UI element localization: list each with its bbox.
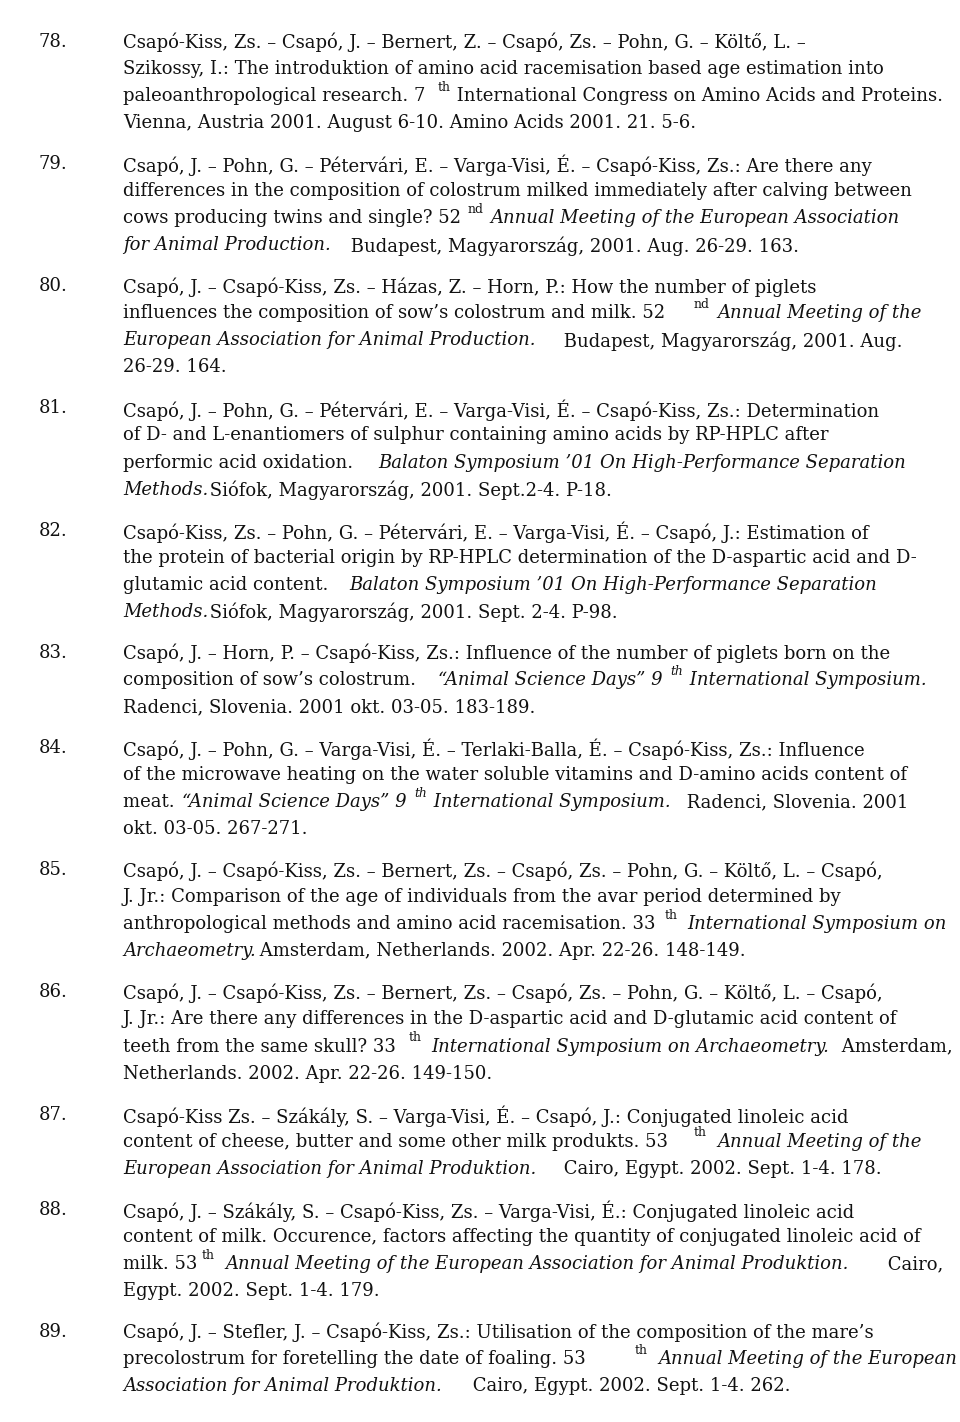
Text: Amsterdam, Netherlands. 2002. Apr. 22-26. 148-149.: Amsterdam, Netherlands. 2002. Apr. 22-26… <box>254 943 746 960</box>
Text: Budapest, Magyarország, 2001. Aug.: Budapest, Magyarország, 2001. Aug. <box>558 331 902 351</box>
Text: th: th <box>635 1344 648 1357</box>
Text: Annual Meeting of the: Annual Meeting of the <box>717 304 922 323</box>
Text: Cairo,: Cairo, <box>882 1256 944 1273</box>
Text: European Association for Animal Produktion.: European Association for Animal Produkti… <box>123 1160 536 1177</box>
Text: 80.: 80. <box>38 277 67 296</box>
Text: Csapó, J. – Pohn, G. – Varga-Visi, É. – Terlaki-Balla, É. – Csapó-Kiss, Zs.: Inf: Csapó, J. – Pohn, G. – Varga-Visi, É. – … <box>123 739 865 761</box>
Text: Csapó, J. – Horn, P. – Csapó-Kiss, Zs.: Influence of the number of piglets born : Csapó, J. – Horn, P. – Csapó-Kiss, Zs.: … <box>123 644 890 663</box>
Text: Egypt. 2002. Sept. 1-4. 179.: Egypt. 2002. Sept. 1-4. 179. <box>123 1283 379 1300</box>
Text: Cairo, Egypt. 2002. Sept. 1-4. 178.: Cairo, Egypt. 2002. Sept. 1-4. 178. <box>558 1160 881 1177</box>
Text: Netherlands. 2002. Apr. 22-26. 149-150.: Netherlands. 2002. Apr. 22-26. 149-150. <box>123 1065 492 1082</box>
Text: J. Jr.: Comparison of the age of individuals from the avar period determined by: J. Jr.: Comparison of the age of individ… <box>123 889 842 906</box>
Text: th: th <box>694 1126 707 1139</box>
Text: teeth from the same skull? 33: teeth from the same skull? 33 <box>123 1038 396 1055</box>
Text: Radenci, Slovenia. 2001 okt. 03-05. 183-189.: Radenci, Slovenia. 2001 okt. 03-05. 183-… <box>123 698 536 717</box>
Text: International Symposium.: International Symposium. <box>428 793 671 811</box>
Text: 87.: 87. <box>38 1106 67 1123</box>
Text: anthropological methods and amino acid racemisation. 33: anthropological methods and amino acid r… <box>123 916 656 933</box>
Text: 85.: 85. <box>38 862 67 879</box>
Text: th: th <box>202 1249 215 1261</box>
Text: Csapó, J. – Pohn, G. – Pétervári, E. – Varga-Visi, É. – Csapó-Kiss, Zs.: Are the: Csapó, J. – Pohn, G. – Pétervári, E. – V… <box>123 155 872 176</box>
Text: Cairo, Egypt. 2002. Sept. 1-4. 262.: Cairo, Egypt. 2002. Sept. 1-4. 262. <box>467 1376 790 1395</box>
Text: 88.: 88. <box>38 1200 67 1219</box>
Text: Csapó-Kiss, Zs. – Csapó, J. – Bernert, Z. – Csapó, Zs. – Pohn, G. – Költő, L. –: Csapó-Kiss, Zs. – Csapó, J. – Bernert, Z… <box>123 33 805 53</box>
Text: Csapó, J. – Stefler, J. – Csapó-Kiss, Zs.: Utilisation of the composition of the: Csapó, J. – Stefler, J. – Csapó-Kiss, Zs… <box>123 1322 874 1342</box>
Text: cows producing twins and single? 52: cows producing twins and single? 52 <box>123 209 461 228</box>
Text: 78.: 78. <box>38 33 67 51</box>
Text: “Animal Science Days” 9: “Animal Science Days” 9 <box>438 671 662 688</box>
Text: 89.: 89. <box>38 1322 67 1341</box>
Text: th: th <box>664 909 677 921</box>
Text: precolostrum for foretelling the date of foaling. 53: precolostrum for foretelling the date of… <box>123 1349 586 1368</box>
Text: performic acid oxidation.: performic acid oxidation. <box>123 454 359 472</box>
Text: 26-29. 164.: 26-29. 164. <box>123 358 227 377</box>
Text: Association for Animal Produktion.: Association for Animal Produktion. <box>123 1376 442 1395</box>
Text: Csapó, J. – Csapó-Kiss, Zs. – Bernert, Zs. – Csapó, Zs. – Pohn, G. – Költő, L. –: Csapó, J. – Csapó-Kiss, Zs. – Bernert, Z… <box>123 984 882 1003</box>
Text: International Symposium on Archaeometry.: International Symposium on Archaeometry. <box>432 1038 829 1055</box>
Text: okt. 03-05. 267-271.: okt. 03-05. 267-271. <box>123 820 307 838</box>
Text: International Symposium.: International Symposium. <box>684 671 926 688</box>
Text: 79.: 79. <box>38 155 67 173</box>
Text: J. Jr.: Are there any differences in the D-aspartic acid and D-glutamic acid con: J. Jr.: Are there any differences in the… <box>123 1011 898 1028</box>
Text: glutamic acid content.: glutamic acid content. <box>123 576 334 594</box>
Text: 84.: 84. <box>38 739 67 757</box>
Text: Amsterdam,: Amsterdam, <box>836 1038 953 1055</box>
Text: of the microwave heating on the water soluble vitamins and D-amino acids content: of the microwave heating on the water so… <box>123 766 907 784</box>
Text: Annual Meeting of the: Annual Meeting of the <box>717 1133 922 1150</box>
Text: Csapó-Kiss Zs. – Szákály, S. – Varga-Visi, É. – Csapó, J.: Conjugated linoleic a: Csapó-Kiss Zs. – Szákály, S. – Varga-Vis… <box>123 1106 849 1128</box>
Text: content of cheese, butter and some other milk produkts. 53: content of cheese, butter and some other… <box>123 1133 668 1150</box>
Text: Annual Meeting of the European Association: Annual Meeting of the European Associati… <box>491 209 900 228</box>
Text: International Symposium on: International Symposium on <box>687 916 947 933</box>
Text: nd: nd <box>468 203 483 216</box>
Text: content of milk. Occurence, factors affecting the quantity of conjugated linolei: content of milk. Occurence, factors affe… <box>123 1227 921 1246</box>
Text: th: th <box>415 786 427 799</box>
Text: Methods.: Methods. <box>123 603 208 621</box>
Text: Csapó, J. – Pohn, G. – Pétervári, E. – Varga-Visi, É. – Csapó-Kiss, Zs.: Determi: Csapó, J. – Pohn, G. – Pétervári, E. – V… <box>123 400 879 421</box>
Text: International Congress on Amino Acids and Proteins.: International Congress on Amino Acids an… <box>451 87 943 105</box>
Text: Annual Meeting of the European Association for Animal Produktion.: Annual Meeting of the European Associati… <box>225 1256 849 1273</box>
Text: Archaeometry.: Archaeometry. <box>123 943 255 960</box>
Text: Balaton Symposium ’01 On High-Performance Separation: Balaton Symposium ’01 On High-Performanc… <box>379 454 906 472</box>
Text: 86.: 86. <box>38 984 67 1001</box>
Text: nd: nd <box>694 299 709 311</box>
Text: Csapó, J. – Csapó-Kiss, Zs. – Bernert, Zs. – Csapó, Zs. – Pohn, G. – Költő, L. –: Csapó, J. – Csapó-Kiss, Zs. – Bernert, Z… <box>123 862 882 880</box>
Text: th: th <box>670 664 684 678</box>
Text: “Animal Science Days” 9: “Animal Science Days” 9 <box>182 793 406 811</box>
Text: European Association for Animal Production.: European Association for Animal Producti… <box>123 331 536 350</box>
Text: th: th <box>408 1031 421 1044</box>
Text: of D- and L-enantiomers of sulphur containing amino acids by RP-HPLC after: of D- and L-enantiomers of sulphur conta… <box>123 427 828 445</box>
Text: for Animal Production.: for Animal Production. <box>123 236 330 255</box>
Text: 83.: 83. <box>38 644 67 661</box>
Text: meat.: meat. <box>123 793 180 811</box>
Text: Szikossy, I.: The introduktion of amino acid racemisation based age estimation i: Szikossy, I.: The introduktion of amino … <box>123 60 883 78</box>
Text: Csapó-Kiss, Zs. – Pohn, G. – Pétervári, E. – Varga-Visi, É. – Csapó, J.: Estimat: Csapó-Kiss, Zs. – Pohn, G. – Pétervári, … <box>123 522 869 543</box>
Text: Siófok, Magyarország, 2001. Sept.2-4. P-18.: Siófok, Magyarország, 2001. Sept.2-4. P-… <box>204 481 612 501</box>
Text: Balaton Symposium ’01 On High-Performance Separation: Balaton Symposium ’01 On High-Performanc… <box>349 576 876 594</box>
Text: Siófok, Magyarország, 2001. Sept. 2-4. P-98.: Siófok, Magyarország, 2001. Sept. 2-4. P… <box>204 603 617 623</box>
Text: differences in the composition of colostrum milked immediately after calving bet: differences in the composition of colost… <box>123 182 912 201</box>
Text: Csapó, J. – Szákály, S. – Csapó-Kiss, Zs. – Varga-Visi, É.: Conjugated linoleic : Csapó, J. – Szákály, S. – Csapó-Kiss, Zs… <box>123 1200 854 1223</box>
Text: 82.: 82. <box>38 522 67 539</box>
Text: Radenci, Slovenia. 2001: Radenci, Slovenia. 2001 <box>681 793 908 811</box>
Text: Annual Meeting of the European: Annual Meeting of the European <box>658 1349 957 1368</box>
Text: milk. 53: milk. 53 <box>123 1256 197 1273</box>
Text: Methods.: Methods. <box>123 481 208 499</box>
Text: Budapest, Magyarország, 2001. Aug. 26-29. 163.: Budapest, Magyarország, 2001. Aug. 26-29… <box>346 236 800 256</box>
Text: composition of sow’s colostrum.: composition of sow’s colostrum. <box>123 671 421 688</box>
Text: influences the composition of sow’s colostrum and milk. 52: influences the composition of sow’s colo… <box>123 304 665 323</box>
Text: 81.: 81. <box>38 400 67 418</box>
Text: Csapó, J. – Csapó-Kiss, Zs. – Házas, Z. – Horn, P.: How the number of piglets: Csapó, J. – Csapó-Kiss, Zs. – Házas, Z. … <box>123 277 816 297</box>
Text: the protein of bacterial origin by RP-HPLC determination of the D-aspartic acid : the protein of bacterial origin by RP-HP… <box>123 549 917 567</box>
Text: paleoanthropological research. 7: paleoanthropological research. 7 <box>123 87 425 105</box>
Text: Vienna, Austria 2001. August 6-10. Amino Acids 2001. 21. 5-6.: Vienna, Austria 2001. August 6-10. Amino… <box>123 114 696 132</box>
Text: th: th <box>438 81 451 94</box>
